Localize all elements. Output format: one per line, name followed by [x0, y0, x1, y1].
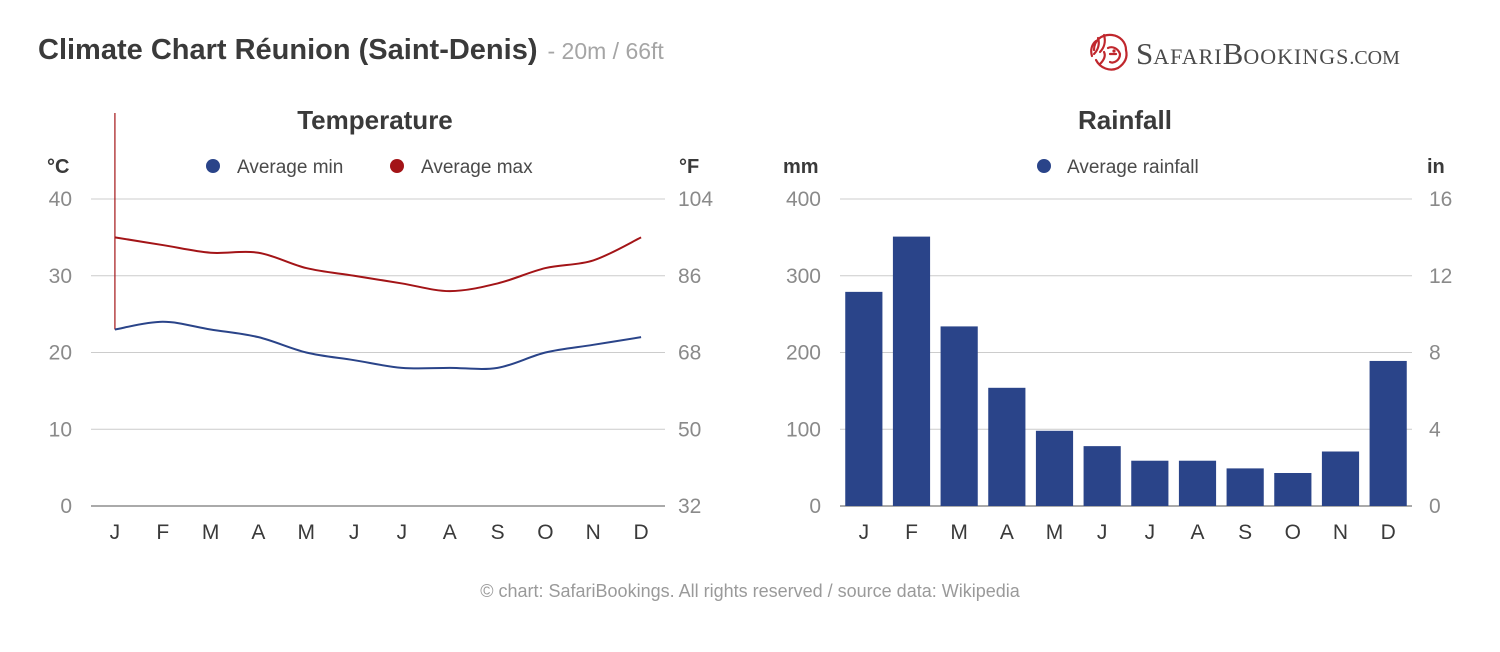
- chart-title: Climate Chart Réunion (Saint-Denis): [38, 34, 538, 66]
- rain-xtick: S: [1238, 521, 1252, 544]
- rain-xtick: A: [1190, 521, 1204, 544]
- safaribookings-logo[interactable]: SAFARIBOOKINGS.COM: [1086, 30, 1466, 76]
- temp-xtick: M: [202, 521, 220, 544]
- rainfall-bar: [1274, 472, 1312, 506]
- temp-xtick: J: [397, 521, 408, 544]
- temp-xtick: D: [633, 521, 648, 544]
- temp-ytick-right: 104: [678, 188, 713, 211]
- temp-xtick: A: [251, 521, 265, 544]
- temp-xtick: S: [491, 521, 505, 544]
- temp-ytick-right: 50: [678, 418, 701, 441]
- rain-ytick-right: 4: [1429, 418, 1441, 441]
- page-title: Climate Chart Réunion (Saint-Denis) - 20m…: [38, 34, 664, 67]
- rain-ytick-right: 8: [1429, 342, 1441, 365]
- legend-max-label: Average max: [421, 157, 533, 178]
- rainfall-bar: [988, 387, 1026, 506]
- rain-xtick: J: [859, 521, 870, 544]
- rainfall-bar: [1178, 460, 1217, 506]
- rainfall-bar: [845, 291, 883, 506]
- legend-rainfall-label: Average rainfall: [1067, 157, 1199, 178]
- temp-left-unit: °C: [47, 156, 69, 178]
- temperature-title: Temperature: [297, 105, 453, 135]
- temp-xtick: O: [537, 521, 553, 544]
- legend-min-marker: [206, 159, 220, 173]
- rainfall-bar: [1321, 451, 1360, 506]
- legend-rainfall-marker: [1037, 159, 1051, 173]
- rainfall-bar: [1369, 360, 1407, 506]
- rainfall-bar: [1083, 446, 1121, 506]
- temperature-chart: Temperature °C °F 0 32 10 50 20 68 30 86 40 104 J F…: [47, 105, 713, 544]
- rain-ytick-right: 16: [1429, 188, 1452, 211]
- rain-ytick-left: 300: [786, 265, 821, 288]
- elevation-subtitle: - 20m / 66ft: [547, 38, 664, 64]
- logo-wordmark: SAFARIBOOKINGS.COM: [1136, 36, 1400, 71]
- rain-xtick: J: [1097, 521, 1108, 544]
- rain-xtick: A: [1000, 521, 1014, 544]
- temp-ytick-left: 40: [49, 188, 72, 211]
- rain-ytick-right: 0: [1429, 495, 1441, 518]
- rain-xtick: M: [950, 521, 968, 544]
- temp-xtick: J: [110, 521, 121, 544]
- rainfall-bar: [1131, 460, 1169, 506]
- legend-max-marker: [390, 159, 404, 173]
- average-min-line: [114, 320, 642, 370]
- rainfall-title: Rainfall: [1078, 105, 1172, 135]
- rain-ytick-right: 12: [1429, 265, 1452, 288]
- temp-ytick-right: 32: [678, 495, 701, 518]
- rain-ytick-left: 200: [786, 342, 821, 365]
- temp-xtick: N: [586, 521, 601, 544]
- rainfall-bar: [940, 326, 978, 506]
- rain-ytick-left: 400: [786, 188, 821, 211]
- temp-ytick-left: 30: [49, 265, 72, 288]
- temp-xtick: F: [156, 521, 169, 544]
- temp-xtick: M: [298, 521, 316, 544]
- legend-min-label: Average min: [237, 157, 343, 178]
- rain-ytick-left: 0: [809, 495, 821, 518]
- rain-xtick: M: [1046, 521, 1064, 544]
- rainfall-bar: [1226, 468, 1264, 506]
- footer-credit: © chart: SafariBookings. All rights rese…: [480, 581, 1020, 601]
- rain-ytick-left: 100: [786, 418, 821, 441]
- lion-head-icon: [1090, 33, 1128, 71]
- temp-right-unit: °F: [679, 156, 699, 178]
- rain-xtick: N: [1333, 521, 1348, 544]
- rain-right-unit: in: [1427, 156, 1445, 178]
- rain-xtick: O: [1285, 521, 1301, 544]
- temp-ytick-left: 20: [49, 342, 72, 365]
- rain-xtick: D: [1381, 521, 1396, 544]
- rain-xtick: J: [1145, 521, 1156, 544]
- temp-ytick-left: 10: [49, 418, 72, 441]
- temp-ytick-left: 0: [60, 495, 72, 518]
- rainfall-bar: [1035, 430, 1074, 506]
- temp-xtick: A: [443, 521, 457, 544]
- temp-ytick-right: 68: [678, 342, 701, 365]
- rainfall-chart: Rainfall mm in 0 0 100 4 200 8 300 12 400 16 J F M A M…: [783, 105, 1452, 544]
- rain-xtick: F: [905, 521, 918, 544]
- temp-ytick-right: 86: [678, 265, 701, 288]
- rain-left-unit: mm: [783, 156, 819, 178]
- temp-xtick: J: [349, 521, 360, 544]
- average-max-line: [114, 236, 642, 293]
- rainfall-bar: [892, 236, 931, 507]
